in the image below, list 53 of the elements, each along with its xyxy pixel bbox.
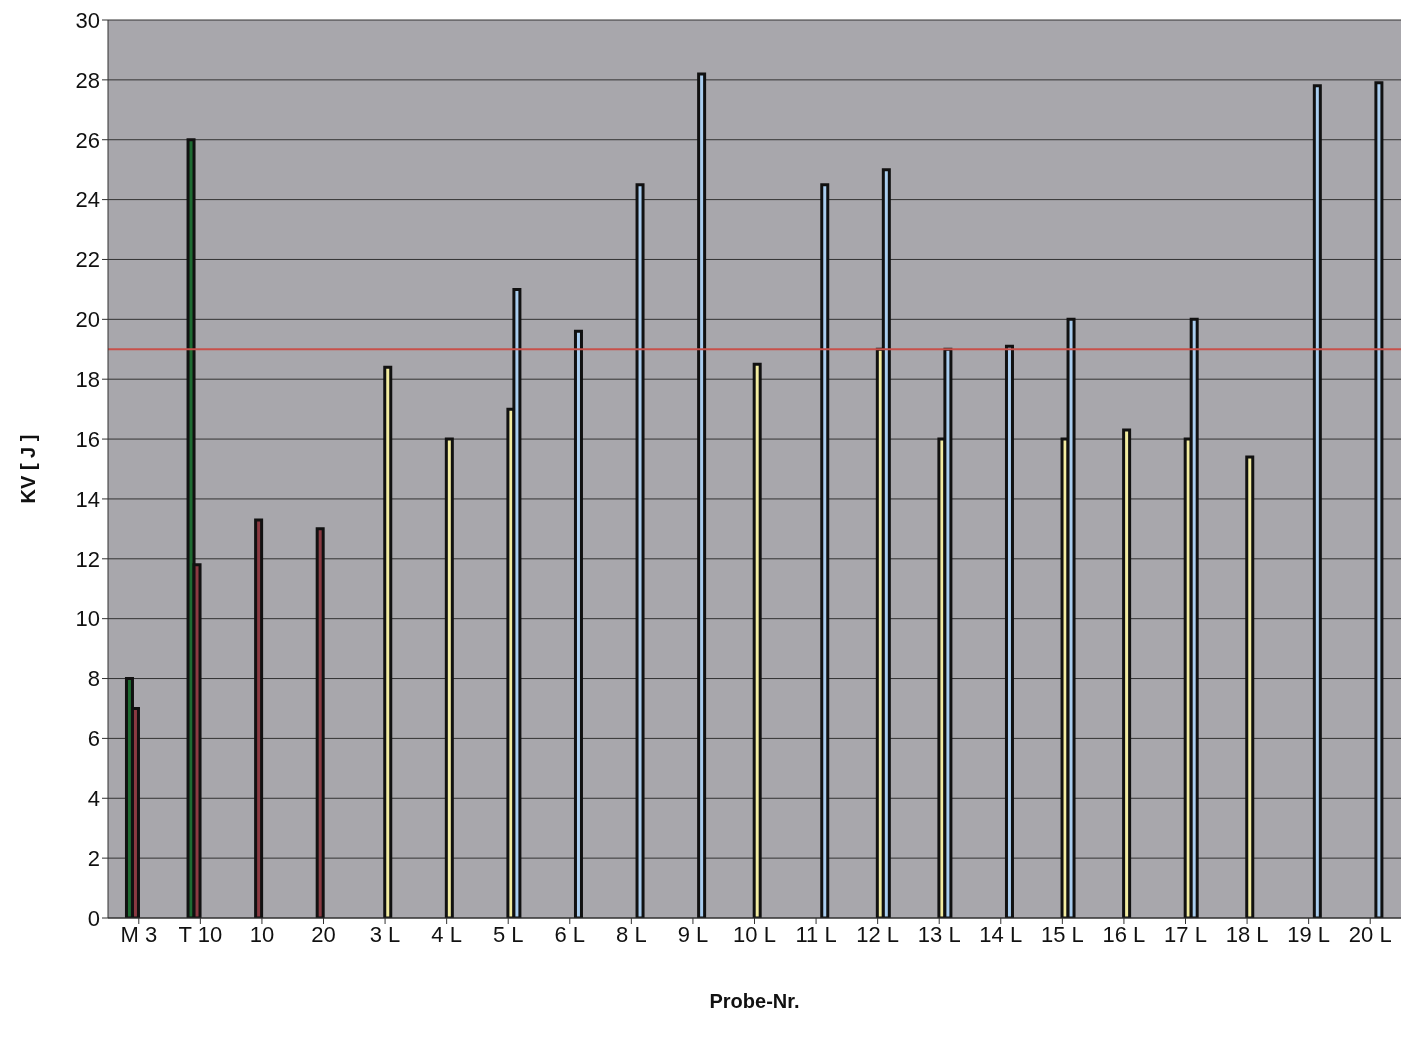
bar xyxy=(383,365,393,918)
bar xyxy=(697,72,707,918)
y-tick-label: 10 xyxy=(75,606,100,632)
x-tick-label: 6 L xyxy=(554,921,586,947)
x-tick-label: 5 L xyxy=(492,921,524,947)
x-tick-label: M 3 xyxy=(120,921,158,947)
x-tick-label: 17 L xyxy=(1164,921,1207,947)
y-tick-label: 20 xyxy=(75,307,100,333)
bar xyxy=(315,527,325,918)
x-tick-label: 16 L xyxy=(1102,921,1146,947)
y-tick-label: 30 xyxy=(75,7,100,33)
y-tick-label: 12 xyxy=(75,546,100,572)
bar xyxy=(820,183,830,918)
x-tick-label: T 10 xyxy=(178,921,223,947)
x-tick-label: 13 L xyxy=(917,921,961,947)
y-tick-label: 18 xyxy=(75,367,100,393)
bar xyxy=(444,437,454,918)
y-tick-label: 2 xyxy=(87,845,100,871)
bar xyxy=(1245,455,1255,918)
y-tick-label: 26 xyxy=(75,127,100,153)
x-tick-label: 3 L xyxy=(369,921,401,947)
bar xyxy=(1004,344,1014,918)
x-tick-label: 10 L xyxy=(733,921,776,947)
y-tick-label: 16 xyxy=(75,426,100,452)
y-tick-label: 8 xyxy=(87,666,100,692)
bar xyxy=(635,183,645,918)
y-axis-title: KV [ J ] xyxy=(17,434,40,504)
x-tick-label: 8 L xyxy=(616,921,647,947)
x-tick-label: 14 L xyxy=(979,921,1023,947)
y-tick-label: 4 xyxy=(87,786,100,812)
bar xyxy=(1122,428,1132,918)
x-tick-label: 11 L xyxy=(795,921,837,947)
x-tick-label: 15 L xyxy=(1040,921,1084,947)
y-tick-label: 6 xyxy=(87,726,100,752)
x-tick-label: 20 L xyxy=(1348,921,1392,947)
x-tick-label: 12 L xyxy=(856,921,900,947)
y-tick-label: 22 xyxy=(75,247,100,273)
bar xyxy=(1374,81,1384,918)
bar xyxy=(752,362,762,918)
x-tick-label: 9 L xyxy=(677,921,709,947)
x-tick-label: 18 L xyxy=(1225,921,1269,947)
x-tick-label: 10 xyxy=(249,921,275,947)
bar xyxy=(573,329,583,918)
x-tick-label: 20 xyxy=(311,921,336,947)
y-tick-label: 14 xyxy=(75,486,100,512)
y-tick-label: 24 xyxy=(75,187,100,213)
x-axis-title: Probe-Nr. xyxy=(709,990,800,1012)
x-tick-label: 19 L xyxy=(1287,921,1331,947)
y-tick-label: 0 xyxy=(87,905,100,931)
x-tick-label: 4 L xyxy=(431,921,462,947)
y-tick-label: 28 xyxy=(75,67,100,93)
bar xyxy=(254,518,264,918)
bar xyxy=(1312,84,1322,918)
